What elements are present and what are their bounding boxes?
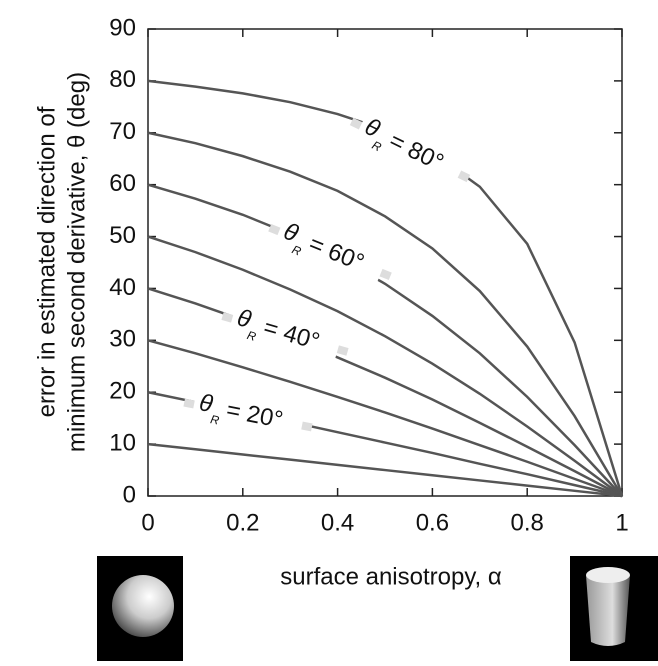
x-tick-label: 0.6 xyxy=(416,509,449,536)
y-tick-label: 0 xyxy=(123,481,136,508)
x-axis-label: surface anisotropy, α xyxy=(280,563,502,590)
curve xyxy=(147,131,624,497)
curve xyxy=(147,442,623,498)
curve xyxy=(147,287,623,498)
label-subscript: R xyxy=(245,328,258,344)
label-bg xyxy=(273,216,387,288)
sphere-icon xyxy=(112,575,174,637)
curve-label: θR = 40° xyxy=(221,303,349,365)
plot-frame xyxy=(147,28,623,497)
y-tick-label: 20 xyxy=(109,378,136,405)
cylinder-icon xyxy=(586,575,630,646)
y-tick-label: 50 xyxy=(109,222,136,249)
y-axis-label: minimum second derivative, θ (deg) xyxy=(63,72,90,452)
x-tick-label: 0.8 xyxy=(511,509,544,536)
curve-label: θR = 60° xyxy=(268,216,392,288)
y-tick-label: 10 xyxy=(109,429,136,456)
curve xyxy=(147,183,623,497)
y-tick-label: 30 xyxy=(109,326,136,353)
y-tick-label: 60 xyxy=(109,170,136,197)
x-tick-label: 1 xyxy=(615,509,628,536)
label-bg xyxy=(190,388,306,442)
y-tick-label: 90 xyxy=(109,14,136,41)
curve xyxy=(147,235,623,498)
x-tick-label: 0 xyxy=(141,509,154,536)
curve-label: θR = 80° xyxy=(349,111,471,189)
y-tick-label: 80 xyxy=(109,66,136,93)
x-tick-label: 0.2 xyxy=(226,509,259,536)
y-tick-label: 70 xyxy=(109,118,136,145)
y-axis-label: error in estimated direction of xyxy=(33,106,60,417)
label-bg xyxy=(353,111,467,189)
y-tick-label: 40 xyxy=(109,274,136,301)
cylinder-top xyxy=(586,567,630,583)
label-subscript: R xyxy=(209,412,221,427)
curve xyxy=(147,339,623,498)
label-symbol: θ xyxy=(197,389,215,418)
x-tick-label: 0.4 xyxy=(321,509,354,536)
label-bg xyxy=(227,303,343,365)
curve-label: θR = 20° xyxy=(183,388,313,442)
